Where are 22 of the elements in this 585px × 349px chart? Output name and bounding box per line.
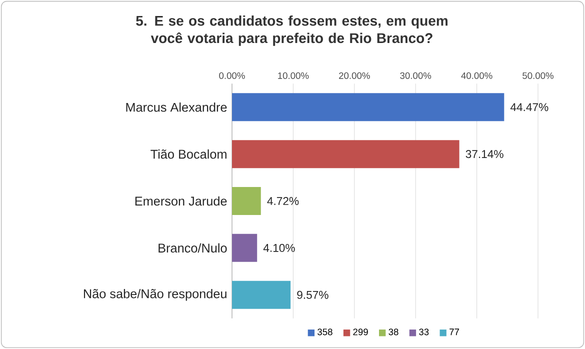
chart-title: 5. E se os candidatos fossem estes, em quem você votaria para prefeito de Rio Branco? [136,15,448,46]
legend-label: 38 [388,328,398,336]
x-tick-label: 10.00% [278,72,309,79]
data-label: 44.47% [510,103,548,112]
x-tick-label: 40.00% [461,72,492,79]
x-tick-label: 50.00% [522,72,554,79]
legend-label: 299 [353,328,368,336]
x-tick-label: 30.00% [400,72,432,79]
y-tick-label: Não sabe/Não respondeu [84,288,226,301]
data-label: 4.10% [263,244,295,252]
legend-label: 33 [419,328,429,336]
data-label: 9.57% [297,290,328,299]
y-tick-label: Emerson Jarude [135,196,227,206]
y-tick-label: Marcus Alexandre [126,102,227,112]
y-tick-label: Tião Bocalom [150,149,226,159]
data-label: 4.72% [267,197,299,205]
y-tick-label: Branco/Nulo [158,243,227,253]
legend-label: 77 [450,328,460,336]
legend-label: 358 [318,328,332,336]
x-tick-label: 20.00% [339,72,370,79]
data-label: 37.14% [466,150,504,158]
x-tick-label: 0.00% [219,72,245,79]
